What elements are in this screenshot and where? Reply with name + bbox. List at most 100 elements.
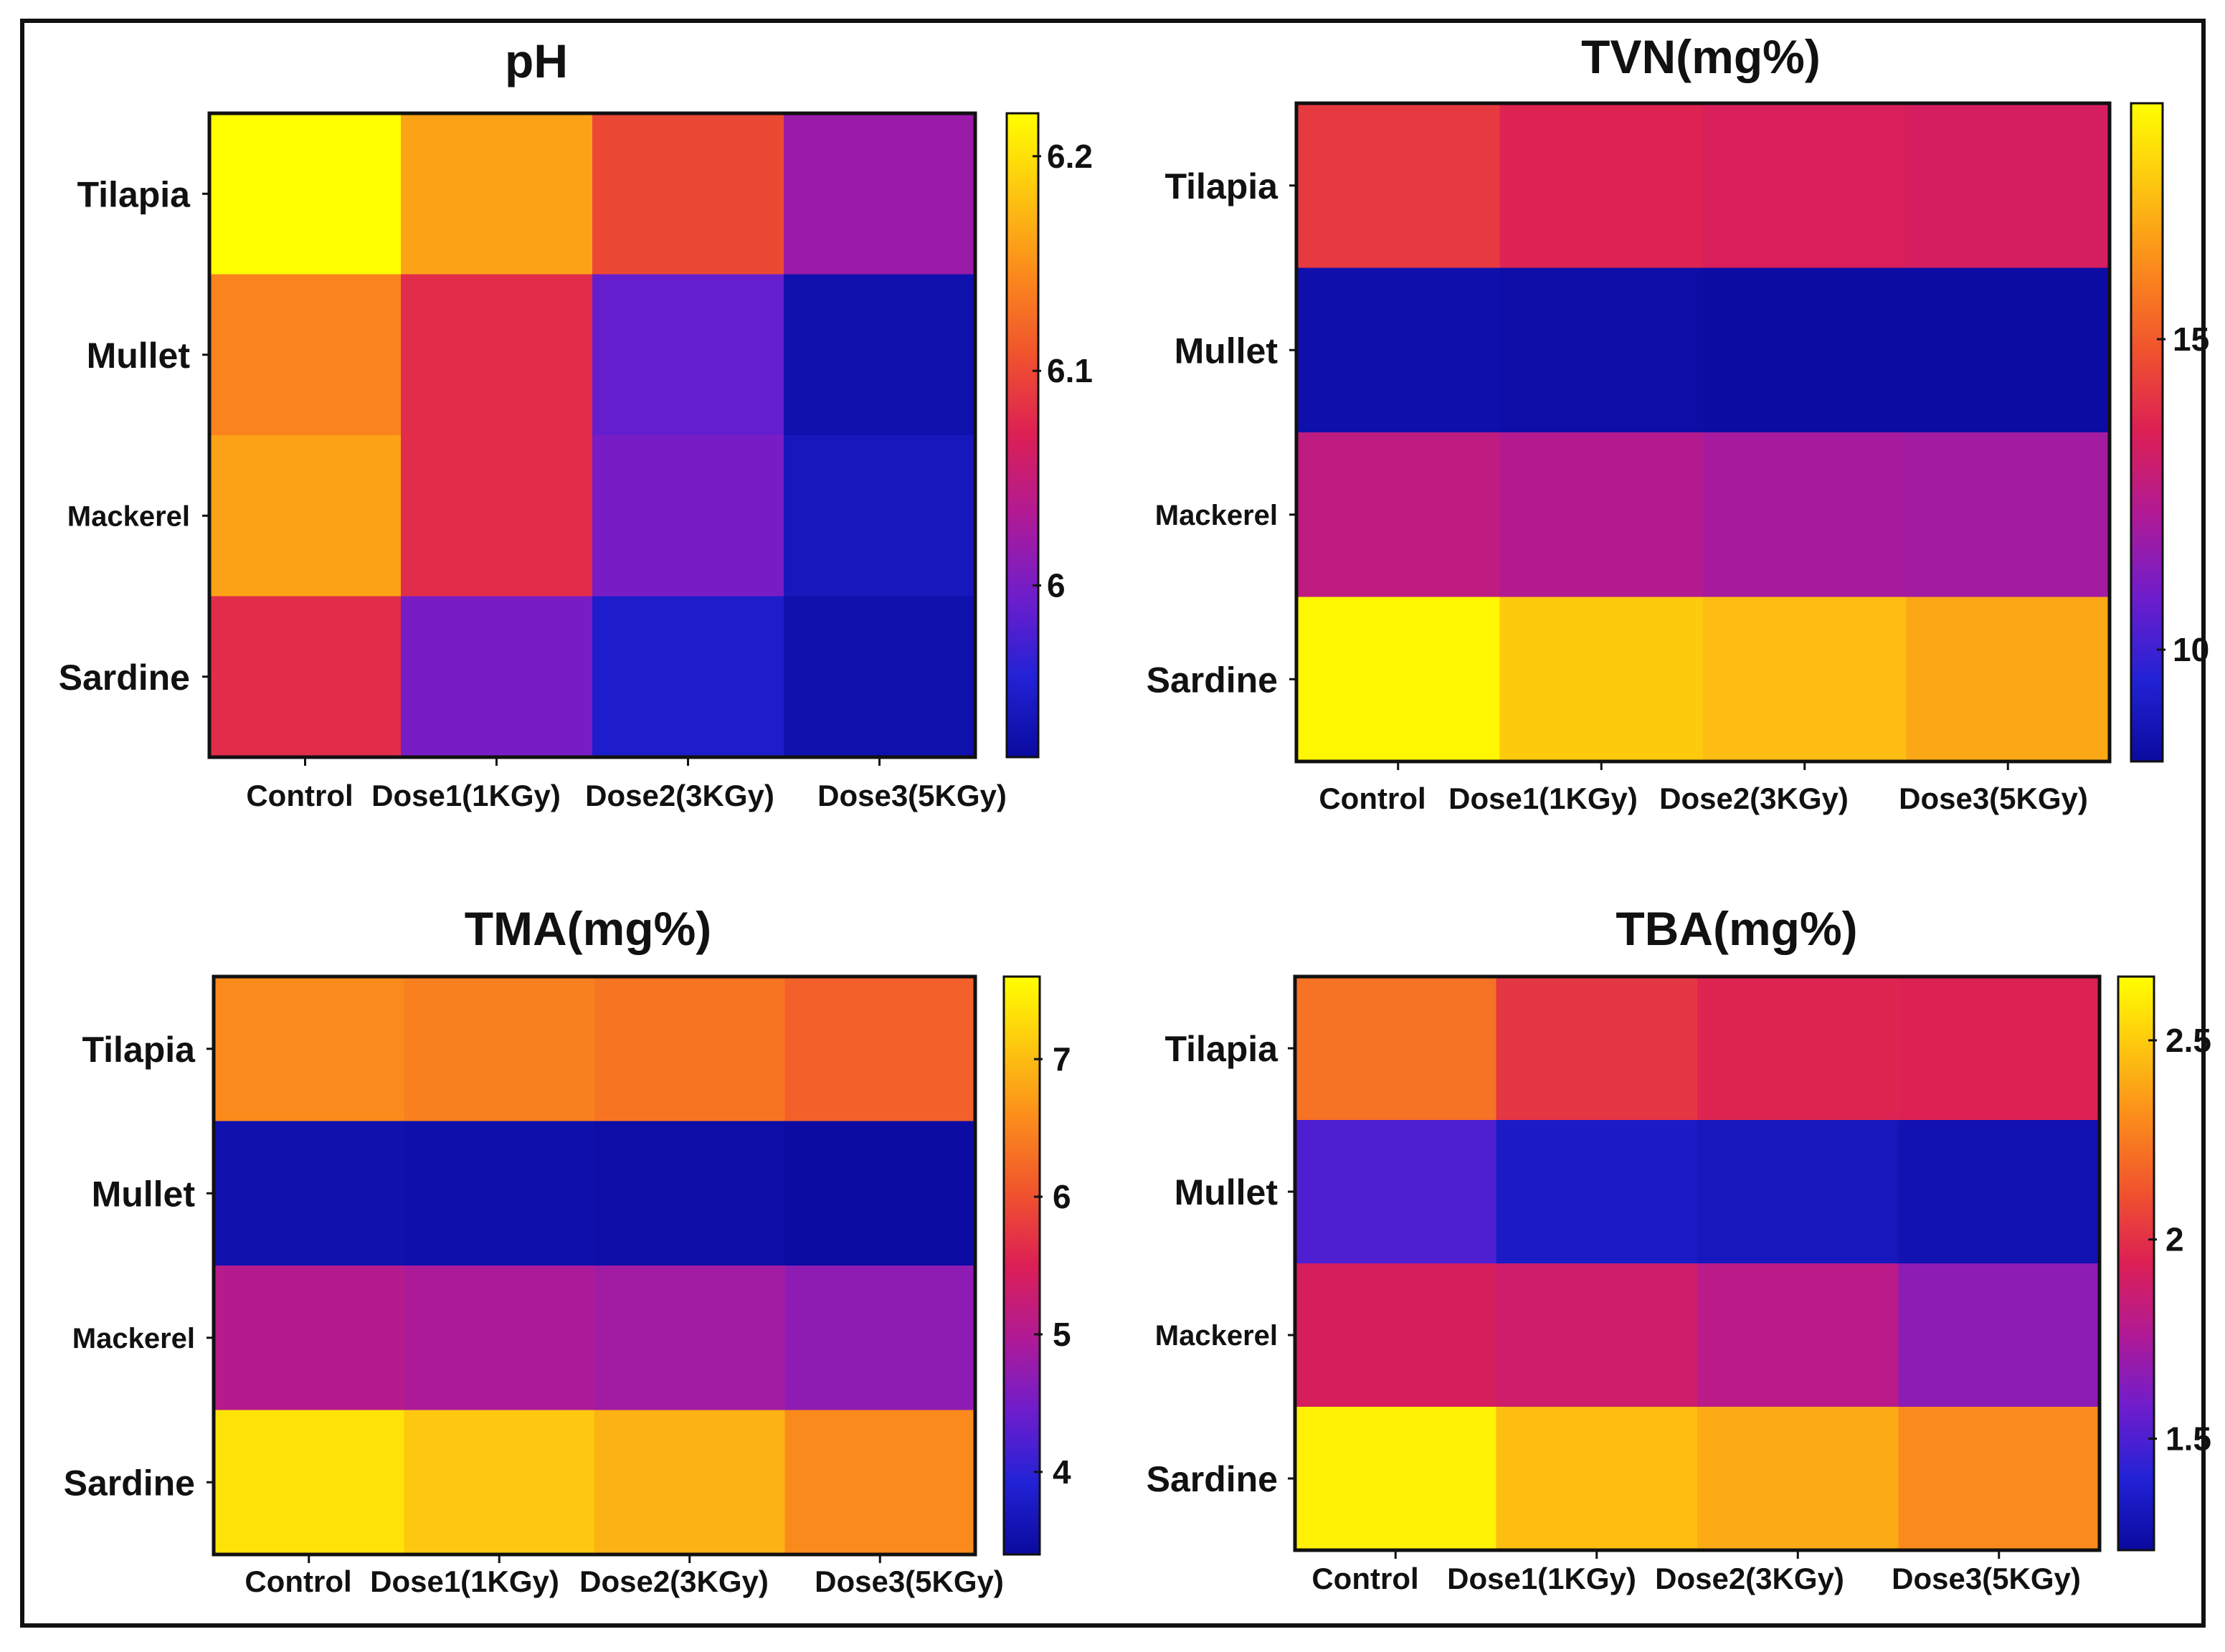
- row-label: Sardine: [1147, 1459, 1278, 1499]
- column-label: Dose1(1KGy): [370, 1565, 559, 1598]
- heatmap-cell: [1295, 1120, 1497, 1264]
- heatmap-cell: [594, 1410, 786, 1555]
- heatmap-cell: [1703, 432, 1907, 598]
- column-label: Dose3(5KGy): [817, 779, 1007, 812]
- heatmap-cell: [1906, 267, 2110, 433]
- row-label: Mackerel: [72, 1323, 195, 1354]
- row-label: Tilapia: [1165, 166, 1279, 206]
- row-label: Mullet: [1175, 331, 1278, 371]
- heatmap-cell: [784, 596, 976, 758]
- heatmap-cell: [784, 1121, 976, 1266]
- heatmap-cell: [214, 977, 405, 1122]
- column-label: Control: [1319, 782, 1425, 815]
- row-label: Sardine: [59, 658, 190, 698]
- heatmap-cell: [1496, 1263, 1698, 1407]
- row-label: Tilapia: [82, 1030, 196, 1070]
- heatmap-cell: [1703, 267, 1907, 433]
- heatmap-cell: [1499, 597, 1704, 762]
- plot-border: [1293, 974, 2102, 1552]
- colorbar-tick-label: 6.1: [1047, 352, 1093, 389]
- heatmap-cell: [784, 435, 976, 597]
- colorbar-tick-label: 15: [2173, 321, 2209, 358]
- heatmap-panel: TMA(mg%) Tilapia Mullet Mackerel Sardine Cont…: [64, 902, 1071, 1598]
- plot-border: [212, 974, 977, 1557]
- column-label: Control: [1311, 1562, 1418, 1595]
- row-label: Sardine: [64, 1463, 195, 1503]
- column-label: Control: [245, 1565, 351, 1598]
- heatmap-cell: [1296, 103, 1501, 269]
- row-label: Mullet: [1175, 1172, 1278, 1212]
- heatmap-cell: [401, 274, 593, 436]
- colorbar: [2117, 975, 2155, 1552]
- heatmap-cell: [1697, 1120, 1899, 1264]
- column-label: Dose1(1KGy): [1447, 1562, 1636, 1595]
- column-label: Dose3(5KGy): [815, 1565, 1004, 1598]
- heatmap-cell: [1499, 103, 1704, 269]
- heatmap-cell: [784, 274, 976, 436]
- heatmap-cell: [1496, 977, 1698, 1121]
- heatmap-cell: [784, 977, 976, 1122]
- heatmap-cell: [404, 1410, 595, 1555]
- column-label: Control: [246, 779, 353, 812]
- heatmap-cell: [592, 274, 784, 436]
- heatmap-cell: [209, 113, 402, 275]
- heatmap-cell: [404, 977, 595, 1122]
- heatmap-cell: [594, 1266, 786, 1411]
- heatmap-cell: [209, 435, 402, 597]
- heatmap-cell: [1296, 267, 1501, 433]
- column-label: Dose2(3KGy): [1659, 782, 1849, 815]
- heatmap-cell: [1697, 1407, 1899, 1551]
- heatmap-cell: [784, 1266, 976, 1411]
- heatmap-panel: pH Tilapia Mullet Mackerel Sardine Control Dos…: [59, 34, 1093, 812]
- heatmap-cell: [1295, 977, 1497, 1121]
- heatmap-cell: [594, 977, 786, 1122]
- heatmap-cell: [594, 1121, 786, 1266]
- row-label: Tilapia: [77, 174, 191, 214]
- heatmap-cell: [1296, 597, 1501, 762]
- colorbar-tick-label: 4: [1053, 1453, 1071, 1491]
- colorbar-tick-label: 6: [1053, 1178, 1071, 1215]
- heatmap-cell: [1697, 977, 1899, 1121]
- heatmap-cell: [404, 1121, 595, 1266]
- column-label: Dose3(5KGy): [1892, 1562, 2081, 1595]
- heatmap-cell: [209, 596, 402, 758]
- heatmap-cell: [1496, 1407, 1698, 1551]
- heatmap-cell: [1703, 103, 1907, 269]
- panel-title: TMA(mg%): [465, 902, 712, 955]
- column-label: Dose1(1KGy): [371, 779, 561, 812]
- heatmap-cell: [784, 113, 976, 275]
- heatmap-cell: [1496, 1120, 1698, 1264]
- colorbar-tick-label: 6: [1047, 567, 1066, 604]
- heatmap-cell: [1906, 432, 2110, 598]
- colorbar-tick-label: 5: [1053, 1316, 1071, 1353]
- heatmap-cell: [401, 113, 593, 275]
- colorbar-tick-label: 10: [2173, 631, 2209, 668]
- colorbar-tick-label: 7: [1053, 1040, 1071, 1078]
- row-label: Tilapia: [1165, 1029, 1279, 1069]
- row-label: Mackerel: [67, 500, 190, 532]
- heatmap-cell: [1906, 597, 2110, 762]
- heatmap-cell: [1898, 1120, 2100, 1264]
- heatmap-cell: [1898, 977, 2100, 1121]
- heatmap-panel: TVN(mg%) Tilapia Mullet Mackerel Sardine Cont…: [1147, 30, 2210, 815]
- row-label: Mullet: [92, 1174, 196, 1214]
- panel-title: pH: [505, 34, 568, 87]
- colorbar-tick-label: 6.2: [1047, 138, 1093, 175]
- heatmap-cell: [1906, 103, 2110, 269]
- heatmap-cell: [1295, 1407, 1497, 1551]
- row-label: Sardine: [1147, 660, 1278, 700]
- heatmap-cell: [592, 113, 784, 275]
- row-label: Mullet: [87, 336, 191, 376]
- row-label: Mackerel: [1155, 500, 1278, 531]
- column-label: Dose3(5KGy): [1899, 782, 2088, 815]
- heatmap-cell: [1898, 1263, 2100, 1407]
- heatmap-cell: [214, 1410, 405, 1555]
- heatmap-cell: [214, 1121, 405, 1266]
- row-label: Mackerel: [1155, 1320, 1278, 1352]
- heatmap-cell: [1499, 267, 1704, 433]
- heatmap-cell: [592, 596, 784, 758]
- column-label: Dose2(3KGy): [1655, 1562, 1844, 1595]
- heatmap-cell: [1295, 1263, 1497, 1407]
- heatmap-cell: [401, 435, 593, 597]
